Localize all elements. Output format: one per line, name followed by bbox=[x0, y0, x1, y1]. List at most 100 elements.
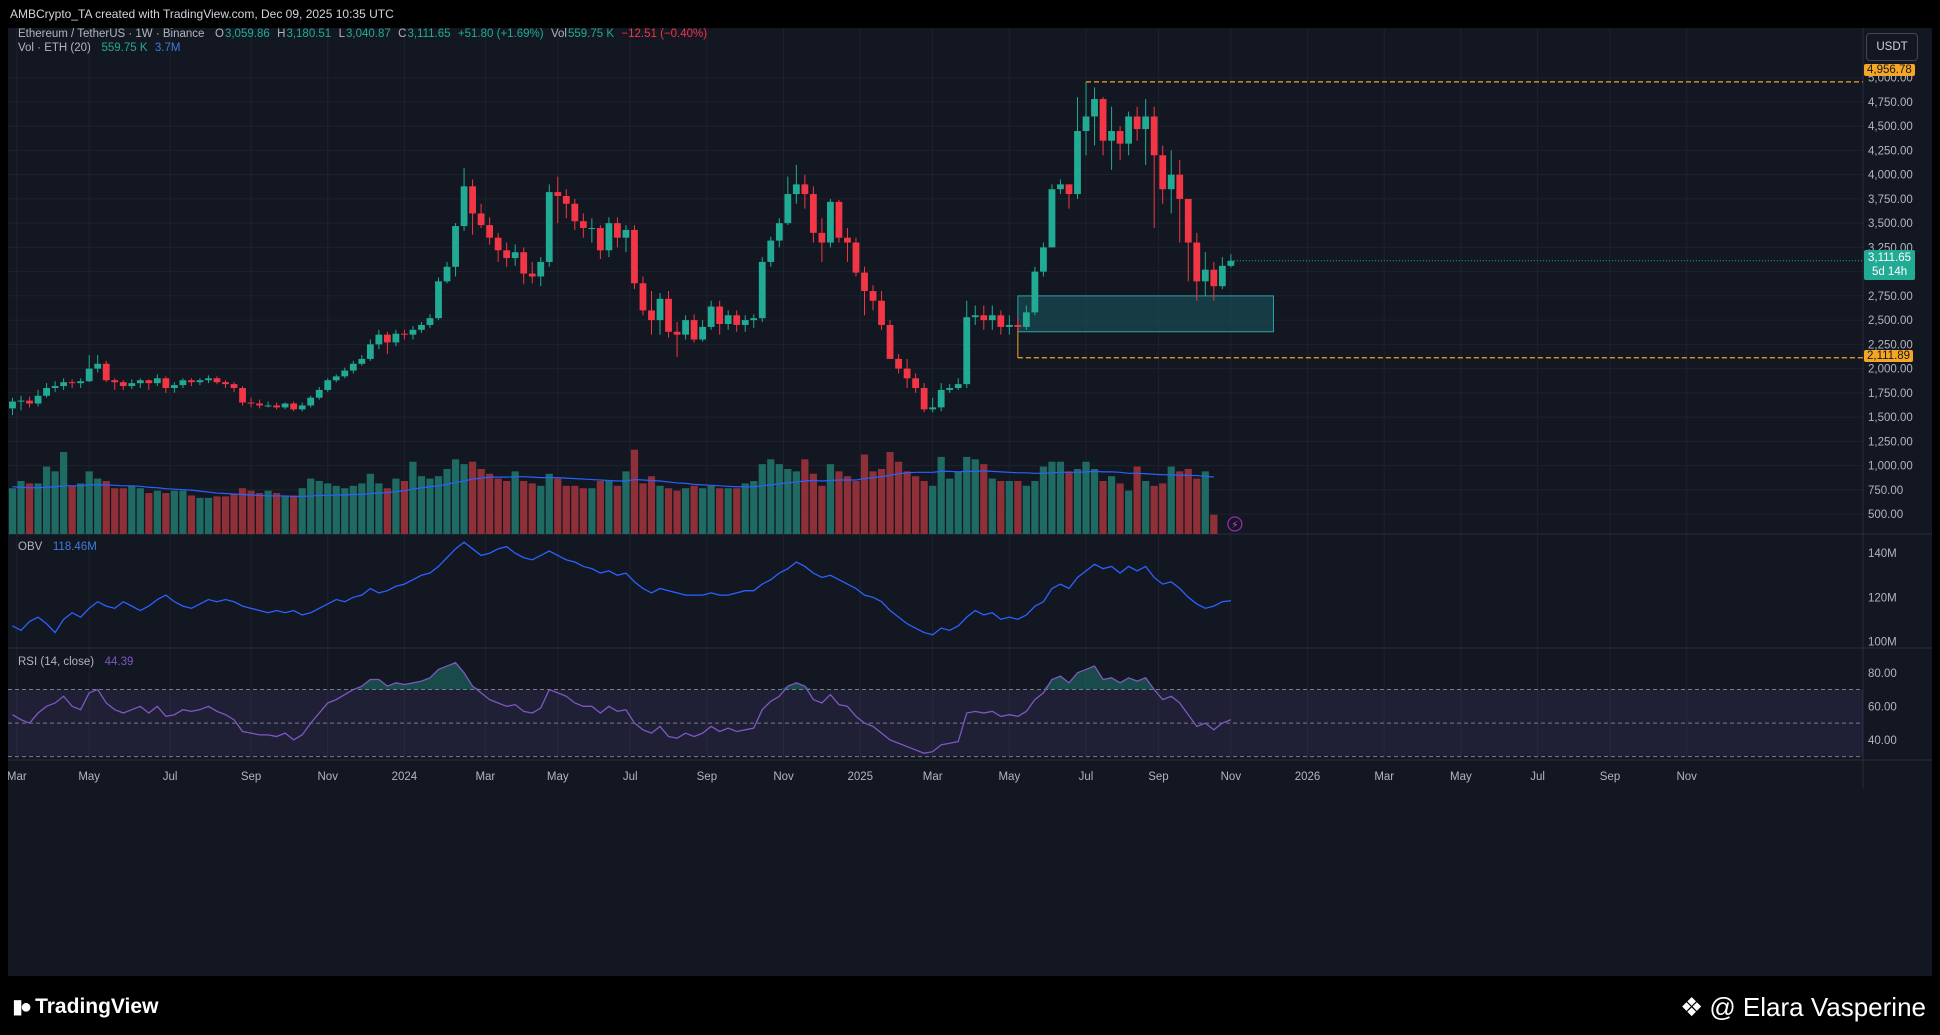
candle-body bbox=[85, 368, 93, 382]
volume-bar bbox=[860, 454, 869, 534]
candle bbox=[179, 378, 187, 388]
candle bbox=[631, 225, 638, 290]
candle-body bbox=[682, 320, 689, 335]
volume-bar bbox=[17, 481, 25, 534]
candle-body bbox=[1142, 116, 1150, 130]
candle-body bbox=[1159, 155, 1167, 190]
candle bbox=[1176, 160, 1184, 243]
candle bbox=[85, 355, 93, 383]
volume-bar bbox=[383, 488, 391, 534]
candle bbox=[520, 247, 528, 285]
candle bbox=[971, 305, 979, 325]
candle-body bbox=[1218, 265, 1226, 287]
tradingview-logo[interactable]: ▮● TradingView bbox=[12, 994, 158, 1019]
time-tick-label: Sep bbox=[1600, 771, 1620, 783]
demand-zone bbox=[1017, 295, 1274, 333]
candle bbox=[111, 378, 119, 390]
candle bbox=[980, 305, 988, 330]
candle bbox=[571, 198, 579, 230]
candle-body bbox=[34, 395, 42, 404]
candle-body bbox=[418, 324, 425, 330]
volume-bar bbox=[894, 461, 903, 534]
candle bbox=[528, 261, 536, 284]
candle-body bbox=[852, 242, 860, 273]
volume-bar bbox=[179, 490, 187, 534]
time-tick-label: May bbox=[78, 771, 100, 783]
volume-bar bbox=[238, 488, 247, 534]
time-tick-label: Mar bbox=[923, 771, 943, 783]
volume-bar bbox=[358, 483, 366, 534]
symbol-label[interactable]: Ethereum / TetherUS · 1W · Binance bbox=[18, 28, 205, 40]
candle-body bbox=[60, 382, 68, 387]
volume-bar bbox=[409, 461, 417, 534]
candle bbox=[878, 291, 885, 330]
candle bbox=[34, 389, 42, 407]
candle-body bbox=[963, 317, 971, 385]
candle bbox=[94, 355, 102, 373]
volume-bar bbox=[332, 485, 340, 534]
volume-bar bbox=[264, 490, 272, 534]
candle-body bbox=[409, 329, 417, 335]
volume-bar bbox=[494, 478, 502, 534]
candle bbox=[1201, 252, 1209, 296]
volume-bar bbox=[221, 496, 230, 534]
time-tick-label: 2025 bbox=[847, 771, 873, 783]
candle bbox=[1005, 315, 1013, 335]
candle bbox=[239, 386, 246, 406]
volume-bar bbox=[588, 488, 596, 534]
candle bbox=[1159, 145, 1167, 204]
chart-canvas[interactable]: 500.00 750.00 1,000.00 1,250.00 1,500.00 1,75… bbox=[8, 28, 1932, 976]
tradingview-icon: ▮● bbox=[12, 996, 32, 1018]
volume-bar bbox=[699, 488, 707, 534]
candle-body bbox=[494, 237, 502, 251]
candle-body bbox=[366, 344, 374, 359]
volume-bar bbox=[630, 449, 639, 534]
volume-bar bbox=[451, 459, 460, 534]
chart-panel[interactable]: 500.00 750.00 1,000.00 1,250.00 1,500.00 1,75… bbox=[8, 28, 1932, 976]
volume-bar bbox=[1005, 481, 1013, 534]
candle-body bbox=[724, 315, 732, 324]
candle bbox=[1091, 87, 1098, 146]
lightning-icon-glyph: ⚡ bbox=[1231, 520, 1238, 531]
price-tick-label: 2,750.00 bbox=[1868, 291, 1913, 303]
rsi-label[interactable]: RSI (14, close) bbox=[18, 656, 95, 668]
price-tick-label: 1,000.00 bbox=[1868, 461, 1913, 473]
candle bbox=[332, 374, 340, 383]
volume-bar bbox=[213, 496, 221, 534]
candle-body bbox=[17, 400, 25, 402]
candle-body bbox=[51, 386, 59, 388]
obv-label[interactable]: OBV bbox=[18, 541, 43, 553]
candle-body bbox=[26, 400, 33, 404]
vol-value: 559.75 K bbox=[567, 28, 615, 40]
candle bbox=[460, 167, 468, 231]
volume-bar bbox=[733, 488, 741, 534]
candle-body bbox=[1210, 269, 1218, 287]
candle-body bbox=[792, 184, 800, 195]
candle-body bbox=[179, 380, 187, 386]
obv-legend: OBV 118.46M bbox=[18, 541, 98, 553]
volume-bar bbox=[1039, 466, 1048, 534]
candle-body bbox=[503, 250, 511, 259]
rsi-tick-label: 60.00 bbox=[1868, 701, 1897, 713]
candle-body bbox=[511, 252, 519, 259]
volume-bar bbox=[145, 493, 153, 534]
volume-bar bbox=[937, 456, 945, 534]
volume-bar bbox=[912, 476, 920, 534]
candle bbox=[818, 218, 826, 262]
candle bbox=[1125, 111, 1133, 156]
candle-body bbox=[1125, 116, 1133, 144]
candle bbox=[946, 384, 954, 393]
candle-body bbox=[562, 196, 570, 204]
candle-body bbox=[452, 226, 459, 267]
candle-body bbox=[94, 363, 102, 369]
topbar: AMBCrypto_TA created with TradingView.co… bbox=[0, 0, 1940, 28]
volume-bar bbox=[94, 478, 102, 534]
candle-body bbox=[639, 283, 647, 311]
currency-button[interactable]: USDT bbox=[1866, 33, 1918, 61]
rsi-legend: RSI (14, close) 44.39 bbox=[18, 656, 134, 668]
candle bbox=[997, 310, 1005, 335]
volume-indicator-label[interactable]: Vol · ETH (20) bbox=[18, 42, 91, 54]
candle-body bbox=[213, 378, 221, 383]
volume-bar bbox=[562, 485, 570, 534]
rsi-tick-label: 40.00 bbox=[1868, 735, 1897, 747]
